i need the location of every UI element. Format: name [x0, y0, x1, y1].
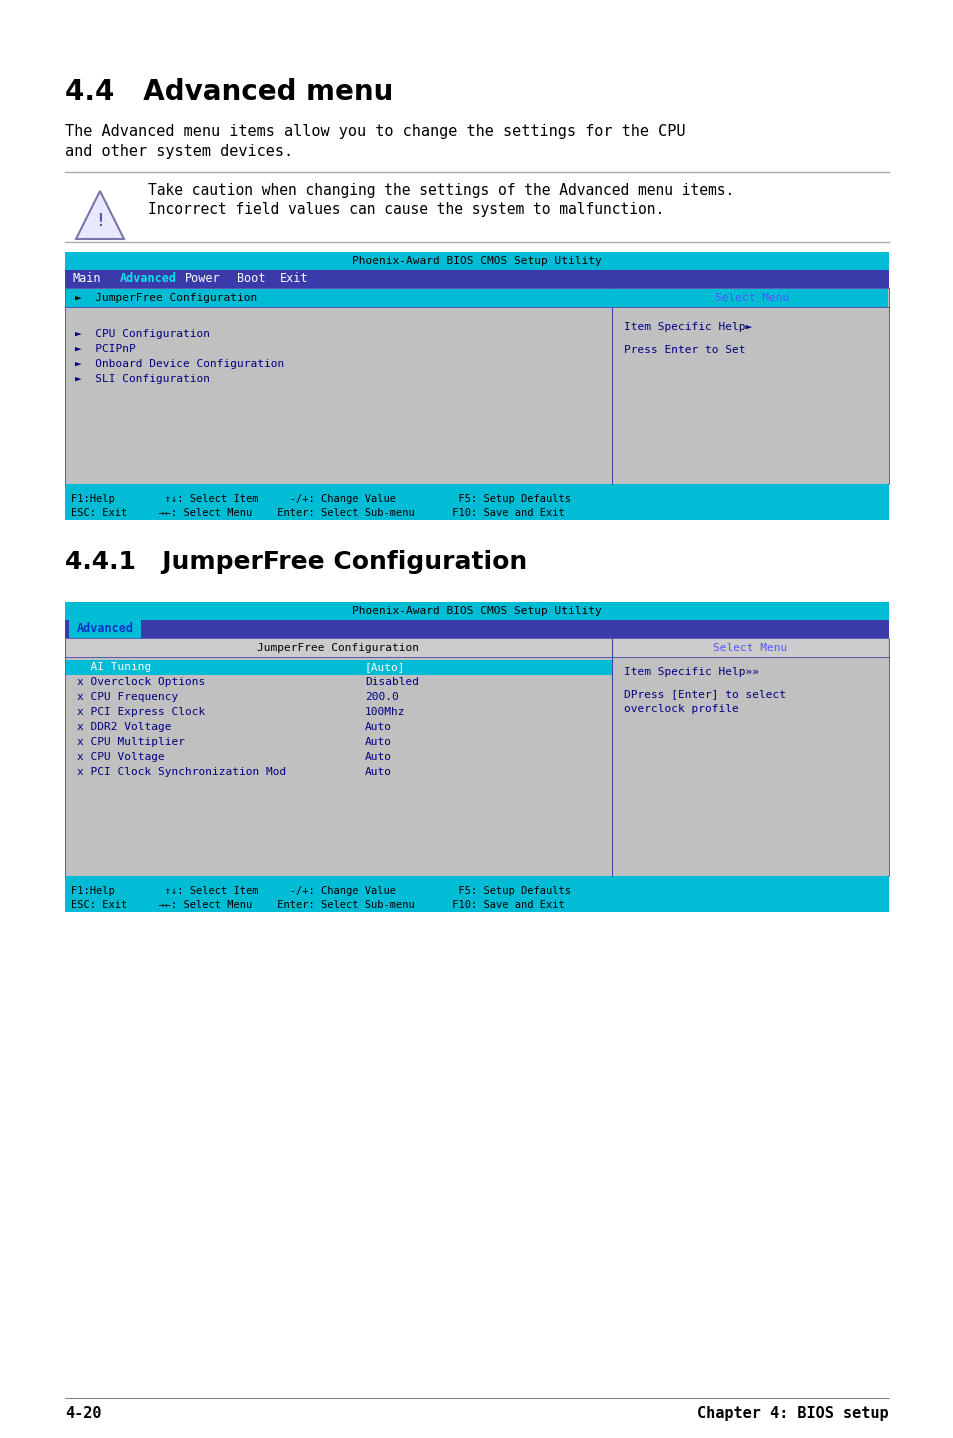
Text: x CPU Voltage: x CPU Voltage — [77, 752, 165, 762]
Bar — [65, 252, 888, 270]
Text: and other system devices.: and other system devices. — [65, 144, 293, 160]
Text: Item Specific Help►: Item Specific Help► — [623, 322, 752, 332]
Text: ESC: Exit     →←: Select Menu    Enter: Select Sub-menu      F10: Save and Exit: ESC: Exit →←: Select Menu Enter: Select … — [71, 900, 564, 910]
Text: Auto: Auto — [365, 722, 392, 732]
Text: ►  CPU Configuration: ► CPU Configuration — [75, 329, 210, 339]
Text: Press Enter to Set: Press Enter to Set — [623, 345, 744, 355]
Text: Auto: Auto — [365, 738, 392, 746]
Text: 4.4.1   JumperFree Configuration: 4.4.1 JumperFree Configuration — [65, 549, 527, 574]
Text: Phoenix-Award BIOS CMOS Setup Utility: Phoenix-Award BIOS CMOS Setup Utility — [352, 256, 601, 266]
Text: Advanced: Advanced — [120, 272, 177, 286]
Text: ►  JumperFree Configuration: ► JumperFree Configuration — [75, 293, 257, 303]
Text: x DDR2 Voltage: x DDR2 Voltage — [77, 722, 172, 732]
Text: The Advanced menu items allow you to change the settings for the CPU: The Advanced menu items allow you to cha… — [65, 124, 685, 139]
Bar — [65, 288, 888, 485]
Text: Item Specific Help»»: Item Specific Help»» — [623, 667, 759, 677]
Text: Advanced: Advanced — [76, 623, 133, 636]
Bar — [66, 660, 612, 674]
Bar — [69, 620, 141, 638]
Text: DPress [Enter] to select: DPress [Enter] to select — [623, 689, 785, 699]
Text: Auto: Auto — [365, 752, 392, 762]
Text: AI Tuning: AI Tuning — [77, 661, 152, 672]
Text: Phoenix-Award BIOS CMOS Setup Utility: Phoenix-Award BIOS CMOS Setup Utility — [352, 605, 601, 615]
Bar — [65, 638, 888, 876]
Text: Exit: Exit — [280, 272, 308, 286]
Text: Auto: Auto — [365, 766, 392, 777]
Text: Chapter 4: BIOS setup: Chapter 4: BIOS setup — [697, 1406, 888, 1421]
Text: ESC: Exit     →←: Select Menu    Enter: Select Sub-menu      F10: Save and Exit: ESC: Exit →←: Select Menu Enter: Select … — [71, 508, 564, 518]
Text: ►  SLI Configuration: ► SLI Configuration — [75, 374, 210, 384]
Text: x CPU Frequency: x CPU Frequency — [77, 692, 178, 702]
Text: [Auto]: [Auto] — [365, 661, 405, 672]
Text: !: ! — [95, 211, 105, 230]
Text: Select Menu: Select Menu — [712, 643, 786, 653]
Text: 200.0: 200.0 — [365, 692, 398, 702]
Text: Select Menu: Select Menu — [714, 293, 788, 303]
Text: ►  PCIPnP: ► PCIPnP — [75, 344, 135, 354]
Bar — [65, 270, 888, 288]
Text: x Overclock Options: x Overclock Options — [77, 677, 205, 687]
Bar — [66, 638, 887, 657]
Text: 4.4   Advanced menu: 4.4 Advanced menu — [65, 78, 393, 106]
Text: 100Mhz: 100Mhz — [365, 707, 405, 718]
Text: 4-20: 4-20 — [65, 1406, 101, 1421]
Text: overclock profile: overclock profile — [623, 705, 738, 715]
Text: Boot: Boot — [236, 272, 265, 286]
Bar — [66, 289, 612, 306]
Bar — [65, 620, 888, 638]
Bar — [65, 876, 888, 912]
Text: F1:Help        ↑↓: Select Item     -/+: Change Value          F5: Setup Defaults: F1:Help ↑↓: Select Item -/+: Change Valu… — [71, 886, 571, 896]
Text: ►  Onboard Device Configuration: ► Onboard Device Configuration — [75, 360, 284, 370]
Text: Disabled: Disabled — [365, 677, 418, 687]
Bar — [65, 603, 888, 620]
Text: x PCI Clock Synchronization Mod: x PCI Clock Synchronization Mod — [77, 766, 286, 777]
Text: F1:Help        ↑↓: Select Item     -/+: Change Value          F5: Setup Defaults: F1:Help ↑↓: Select Item -/+: Change Valu… — [71, 495, 571, 503]
Text: Power: Power — [185, 272, 220, 286]
Polygon shape — [76, 191, 124, 239]
Text: JumperFree Configuration: JumperFree Configuration — [256, 643, 418, 653]
Bar — [612, 289, 887, 306]
Text: x PCI Express Clock: x PCI Express Clock — [77, 707, 205, 718]
Text: x CPU Multiplier: x CPU Multiplier — [77, 738, 185, 746]
Bar — [65, 485, 888, 521]
Text: Main: Main — [73, 272, 101, 286]
Text: Incorrect field values can cause the system to malfunction.: Incorrect field values can cause the sys… — [148, 201, 663, 217]
Text: Take caution when changing the settings of the Advanced menu items.: Take caution when changing the settings … — [148, 183, 734, 198]
